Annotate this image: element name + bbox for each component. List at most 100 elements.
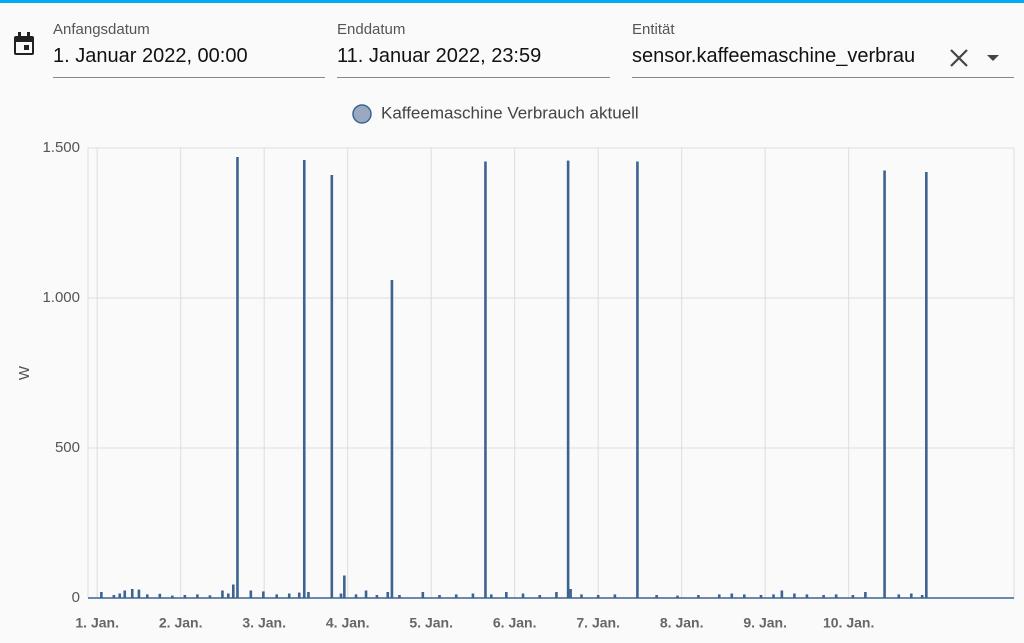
bar [123, 590, 127, 598]
bar [118, 593, 122, 598]
bar [183, 595, 187, 598]
bar [249, 590, 253, 598]
bar [697, 595, 700, 598]
chart: 0 500 1.000 1.500 1. Jan. 2. Jan. 3. Jan. 4. Ja… [16, 103, 1015, 631]
bar [421, 592, 425, 598]
bar [772, 594, 775, 598]
start-date-field[interactable]: Anfangsdatum 1. Januar 2022, 00:00 [53, 19, 325, 78]
x-tick-label: 5. Jan. [409, 615, 453, 631]
x-tick-label: 8. Jan. [660, 615, 704, 631]
bar [471, 593, 475, 598]
x-tick-label: 7. Jan. [576, 615, 620, 631]
x-tick-label: 1. Jan. [75, 615, 119, 631]
bar [100, 592, 103, 598]
bar [717, 594, 721, 598]
bar [613, 594, 617, 598]
y-tick-label: 0 [72, 589, 80, 606]
bar [145, 594, 149, 598]
bar [196, 594, 199, 598]
y-tick-label: 1.000 [42, 289, 80, 306]
bar [171, 595, 174, 598]
bar [364, 590, 368, 598]
bar [489, 594, 493, 598]
bar [354, 594, 358, 598]
bar [339, 593, 343, 598]
bar [566, 160, 570, 598]
bar [130, 589, 134, 598]
legend-swatch [352, 104, 372, 124]
bar [302, 160, 306, 598]
bar [851, 595, 855, 598]
bar [834, 594, 838, 598]
bar [864, 592, 867, 598]
bar [307, 592, 310, 598]
field-label: Entität [632, 21, 675, 38]
x-tick-label: 2. Jan. [159, 615, 203, 631]
bar [759, 595, 763, 598]
bar [297, 592, 301, 598]
bar [330, 175, 334, 598]
dropdown-icon[interactable] [987, 55, 999, 61]
field-label: Enddatum [337, 21, 406, 38]
x-tick-label: 6. Jan. [493, 615, 537, 631]
bar [538, 595, 542, 598]
y-tick-label: 1.500 [42, 139, 80, 156]
bar [262, 591, 265, 598]
bar [742, 594, 746, 598]
x-tick-label: 10. Jan. [823, 615, 874, 631]
bar [925, 172, 928, 598]
bar [909, 593, 913, 598]
bar [793, 593, 796, 598]
bar [454, 594, 458, 598]
entity-field[interactable]: Entität sensor.kaffeemaschine_verbrau [632, 19, 1014, 78]
bar [484, 161, 487, 598]
x-tick-label: 9. Jan. [743, 615, 787, 631]
bar [920, 595, 924, 598]
bar [580, 594, 583, 598]
calendar-icon[interactable] [12, 31, 36, 61]
y-axis-label: W [16, 365, 33, 380]
bar [655, 595, 658, 598]
field-icons [950, 49, 999, 67]
field-value: sensor.kaffeemaschine_verbrau [632, 45, 916, 67]
bar [386, 592, 390, 598]
field-value: 11. Januar 2022, 23:59 [337, 45, 542, 67]
x-tick-label: 4. Jan. [326, 615, 370, 631]
bar [569, 589, 572, 598]
bar [390, 280, 394, 598]
bar [343, 575, 346, 598]
bar [676, 595, 679, 598]
bar [555, 592, 558, 598]
y-tick-label: 500 [55, 439, 80, 456]
bar [636, 161, 639, 598]
clear-icon[interactable] [950, 49, 968, 67]
end-date-field[interactable]: Enddatum 11. Januar 2022, 23:59 [337, 19, 610, 78]
bar [236, 157, 239, 598]
field-value: 1. Januar 2022, 00:00 [53, 45, 248, 67]
bar [287, 593, 291, 598]
bar [780, 590, 784, 598]
bar [226, 593, 230, 598]
x-tick-label: 3. Jan. [242, 615, 286, 631]
bar [883, 170, 886, 598]
bar [158, 593, 162, 598]
bar [375, 595, 379, 598]
bar [805, 594, 809, 598]
bar [822, 595, 825, 598]
bar [231, 584, 235, 598]
bar [730, 593, 734, 598]
bar [208, 595, 212, 598]
bar [596, 595, 600, 598]
bar [438, 595, 441, 598]
bar [112, 595, 116, 598]
bar [275, 594, 279, 598]
legend-label: Kaffeemaschine Verbrauch aktuell [381, 103, 639, 122]
bar [398, 595, 401, 598]
bar [897, 594, 901, 598]
bar [137, 589, 141, 598]
bar [521, 593, 525, 598]
bar [221, 590, 224, 598]
bar [505, 592, 508, 598]
field-label: Anfangsdatum [53, 21, 150, 38]
